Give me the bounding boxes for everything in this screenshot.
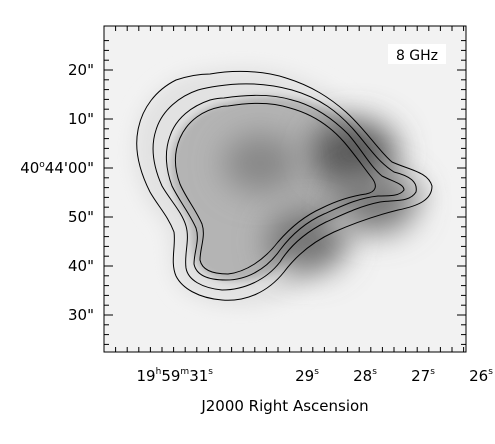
intensity-image (104, 26, 466, 352)
x-tick-labels: 19h59m31s 29s 28s 27s 26s (137, 367, 494, 385)
y-tick-label: 20" (68, 61, 94, 79)
emission-peaks (222, 119, 417, 273)
x-tick-label: 27s (411, 367, 435, 385)
y-tick-label: 50" (68, 208, 94, 226)
y-tick-label: 40o44'00" (20, 159, 94, 177)
y-tick-label: 40" (68, 257, 94, 275)
band-label: 8 GHz (396, 48, 438, 64)
contour-level-4 (175, 102, 376, 275)
band-label-box (388, 44, 446, 64)
y-tick-label: 30" (68, 306, 94, 324)
x-tick-label: 19h59m31s (137, 367, 214, 385)
y-tick-labels: 20" 10" 40o44'00" 50" 40" 30" (20, 61, 94, 324)
x-tick-label: 28s (353, 367, 377, 385)
y-tick-label: 10" (68, 110, 94, 128)
contour-level-1 (136, 70, 433, 301)
contour-level-2 (152, 83, 417, 291)
contour-lines (136, 70, 433, 301)
emission-peak-2 (266, 210, 348, 273)
x-tick-label: 26s (469, 367, 493, 385)
axis-ticks (104, 26, 466, 352)
x-axis-label: J2000 Right Ascension (200, 397, 368, 415)
emission-peak-3 (222, 133, 299, 193)
x-tick-label: 29s (295, 367, 319, 385)
contour-level-3 (165, 94, 405, 281)
plot-frame (103, 25, 467, 353)
